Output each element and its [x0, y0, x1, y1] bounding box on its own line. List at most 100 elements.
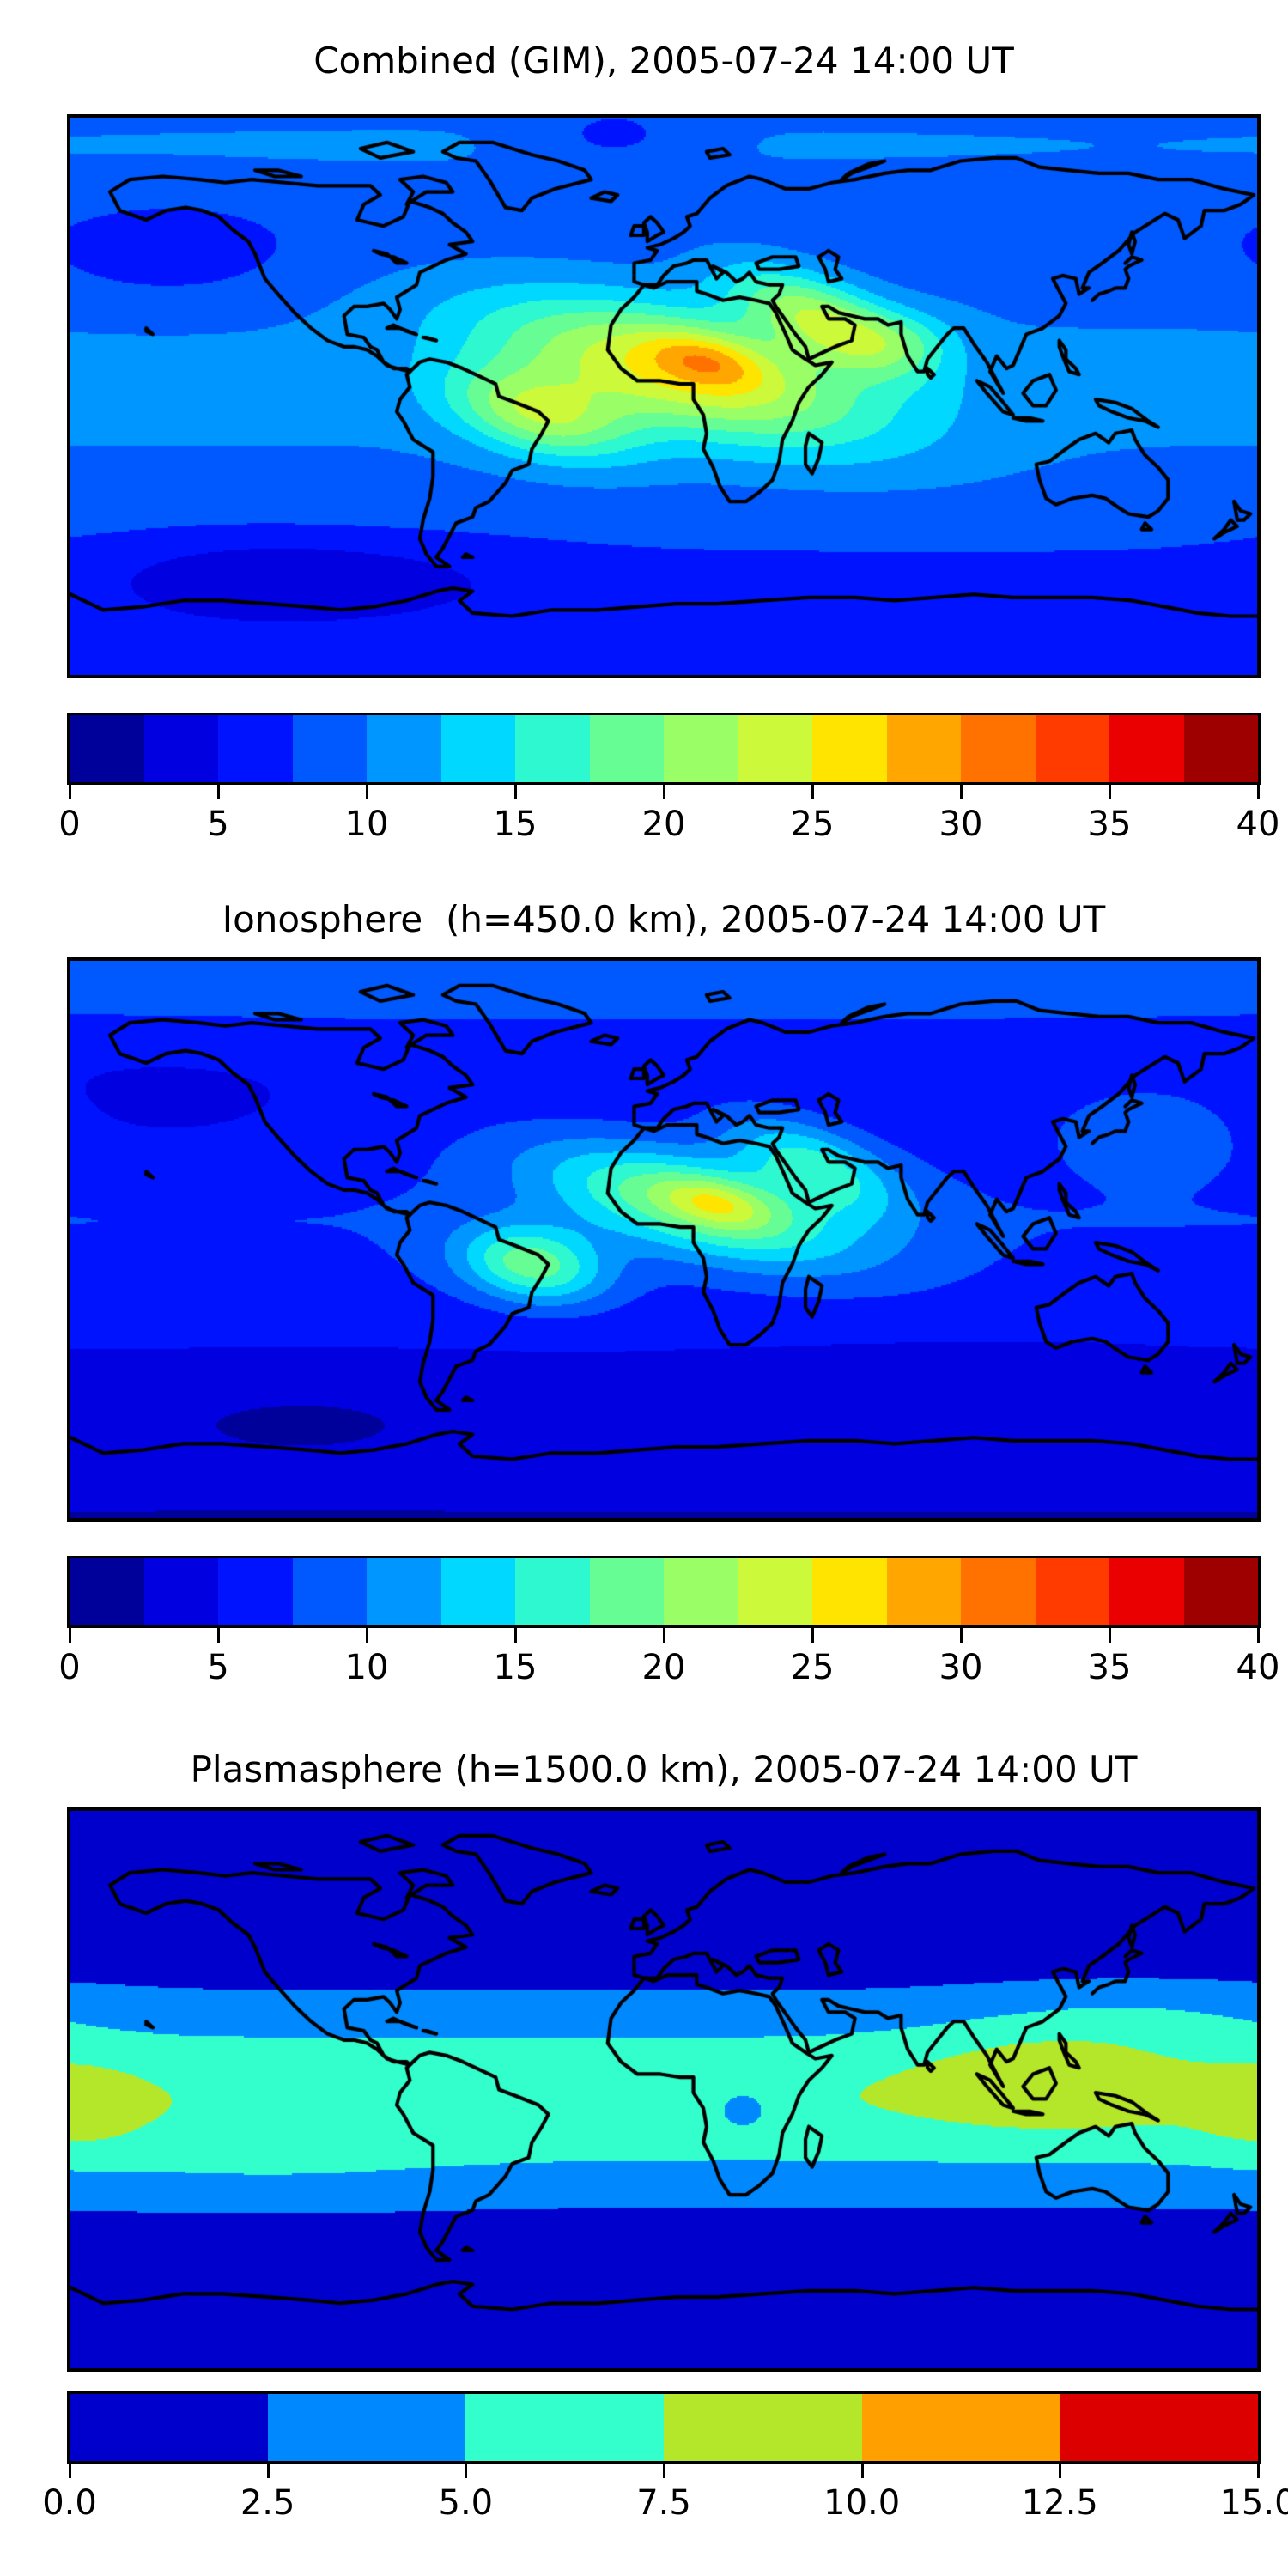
colorbar-segment [1060, 2394, 1259, 2461]
colorbar-segment [143, 715, 218, 782]
colorbar-tick [366, 785, 368, 799]
colorbar-segment [812, 715, 887, 782]
colorbar-tick-label: 12.5 [1021, 2483, 1098, 2523]
colorbar-tick [217, 1628, 220, 1643]
plasmasphere-map-canvas [70, 1811, 1257, 2368]
colorbar-tick [514, 785, 517, 799]
colorbar-tick-label: 30 [939, 1648, 983, 1687]
colorbar-tick [1059, 2464, 1062, 2478]
colorbar-tick-label: 40 [1236, 1648, 1280, 1687]
colorbar-segment [292, 715, 367, 782]
colorbar-segment [515, 1558, 590, 1625]
colorbar-segment [70, 715, 144, 782]
colorbar-segment [886, 1558, 961, 1625]
colorbar-tick-label: 30 [939, 805, 983, 844]
colorbar-tick [663, 2464, 665, 2478]
colorbar-tick-label: 5.0 [438, 2483, 494, 2523]
colorbar-segment [961, 715, 1036, 782]
colorbar-tick-label: 15.0 [1219, 2483, 1288, 2523]
colorbar-tick [1257, 2464, 1260, 2478]
map-combined [67, 114, 1261, 678]
colorbar-tick-label: 5 [207, 1648, 229, 1687]
colorbar-tick [960, 1628, 963, 1643]
colorbar-tick [663, 785, 665, 799]
colorbar-segment [70, 2394, 268, 2461]
colorbar-tick [266, 2464, 270, 2478]
colorbar-segment [738, 1558, 812, 1625]
colorbar-segment [70, 1558, 144, 1625]
colorbar-tick [69, 1628, 71, 1643]
colorbar-tick-label: 25 [790, 1648, 835, 1687]
colorbar-segment [1035, 715, 1109, 782]
colorbar-segment [589, 1558, 664, 1625]
colorbar-tick-label: 10 [344, 805, 389, 844]
colorbar-tick [811, 1628, 814, 1643]
colorbar-segment [1035, 1558, 1109, 1625]
colorbar-tick [960, 785, 963, 799]
colorbar-strip [70, 2394, 1259, 2461]
colorbar-strip [70, 1558, 1258, 1625]
colorbar-ionosphere: 0 5 10 15 20 25 30 35 40 [58, 1556, 1279, 1687]
colorbar-tick-label: 2.5 [240, 2483, 295, 2523]
colorbar-segment [143, 1558, 218, 1625]
colorbar-segment [886, 715, 961, 782]
colorbar-tick-label: 35 [1087, 805, 1132, 844]
colorbar-segment [367, 1558, 441, 1625]
colorbar-segment [738, 715, 812, 782]
colorbar-segment [589, 715, 664, 782]
colorbar-segment [1183, 715, 1258, 782]
colorbar-tick-label: 5 [207, 805, 229, 844]
combined-map-canvas [70, 118, 1257, 675]
colorbar-tick [217, 785, 220, 799]
colorbar-tick-label: 40 [1236, 805, 1280, 844]
colorbar-tick-label: 0 [58, 805, 81, 844]
colorbar-segment [1109, 1558, 1184, 1625]
colorbar-tick-label: 25 [790, 805, 835, 844]
colorbar-tick-label: 20 [641, 805, 686, 844]
colorbar-combined: 0 5 10 15 20 25 30 35 40 [58, 713, 1279, 844]
colorbar-tick [1257, 785, 1260, 799]
colorbar-segment [664, 715, 738, 782]
panel-title-ionosphere: Ionosphere (h=450.0 km), 2005-07-24 14:0… [222, 898, 1106, 940]
colorbar-tick [69, 2464, 71, 2478]
colorbar-tick-label: 15 [493, 805, 538, 844]
colorbar-tick [1109, 1628, 1111, 1643]
colorbar-tick [860, 2464, 864, 2478]
colorbar-segment [267, 2394, 466, 2461]
colorbar-segment [664, 2394, 862, 2461]
map-ionosphere [67, 957, 1261, 1522]
colorbar-segment [292, 1558, 367, 1625]
colorbar-segment [812, 1558, 887, 1625]
panel-title-combined: Combined (GIM), 2005-07-24 14:00 UT [313, 39, 1014, 82]
colorbar-segment [440, 715, 515, 782]
colorbar-segment [664, 1558, 738, 1625]
colorbar-segment [515, 715, 590, 782]
colorbar-segment [440, 1558, 515, 1625]
colorbar-tick-label: 0 [58, 1648, 81, 1687]
colorbar-segment [218, 1558, 293, 1625]
colorbar-plasmasphere: 0.0 2.5 5.0 7.5 10.0 12.5 15.0 [42, 2391, 1288, 2523]
colorbar-tick [811, 785, 814, 799]
colorbar-segment [861, 2394, 1060, 2461]
colorbar-segment [1109, 715, 1184, 782]
colorbar-tick [1257, 1628, 1260, 1643]
colorbar-tick [69, 785, 71, 799]
colorbar-tick-label: 0.0 [42, 2483, 97, 2523]
colorbar-tick-label: 10.0 [823, 2483, 901, 2523]
colorbar-tick-label: 7.5 [636, 2483, 691, 2523]
colorbar-tick-label: 35 [1087, 1648, 1132, 1687]
colorbar-tick [663, 1628, 665, 1643]
colorbar-strip [70, 715, 1258, 782]
colorbar-tick-label: 10 [344, 1648, 389, 1687]
colorbar-tick-label: 15 [493, 1648, 538, 1687]
map-plasmasphere [67, 1807, 1261, 2372]
colorbar-tick [465, 2464, 468, 2478]
colorbar-segment [1183, 1558, 1258, 1625]
colorbar-tick [1109, 785, 1111, 799]
colorbar-tick [514, 1628, 517, 1643]
ionosphere-map-canvas [70, 961, 1257, 1518]
colorbar-tick-label: 20 [641, 1648, 686, 1687]
colorbar-segment [961, 1558, 1036, 1625]
colorbar-segment [465, 2394, 665, 2461]
